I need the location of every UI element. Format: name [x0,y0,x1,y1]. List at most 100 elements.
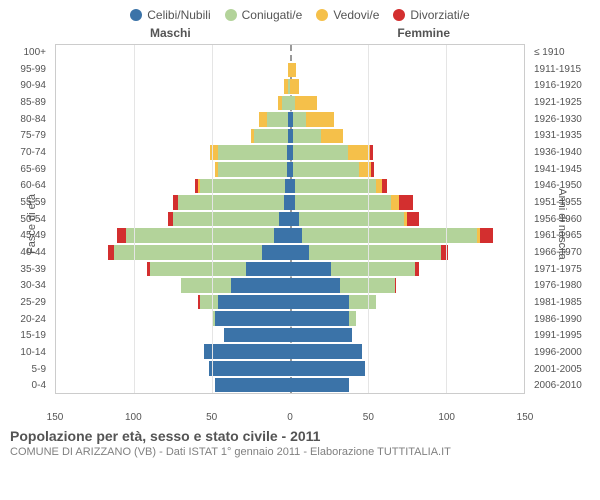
legend-dot [316,9,328,21]
bar-segment [218,295,290,310]
bar-segment [218,145,287,160]
age-label: 95-99 [0,61,50,78]
bar-segment [215,378,290,393]
legend-item: Vedovi/e [316,8,379,22]
bar-segment [382,179,387,194]
bar-male [56,228,290,243]
bar-segment [321,129,343,144]
bar-segment [117,228,126,243]
chart-plot-area [55,44,525,394]
chart-row [56,377,524,394]
age-label: 65-69 [0,161,50,178]
birth-year-label: 1991-1995 [530,327,600,344]
bar-female [290,145,524,160]
chart-row [56,294,524,311]
birth-year-label: 1996-2000 [530,344,600,361]
bar-segment [246,262,290,277]
bar-segment [173,212,279,227]
bar-female [290,212,524,227]
bar-segment [274,228,290,243]
bar-segment [215,311,290,326]
legend-dot [225,9,237,21]
grid-line [212,45,213,393]
bar-segment [290,295,349,310]
age-label: 80-84 [0,111,50,128]
bar-female [290,295,524,310]
age-label: 20-24 [0,311,50,328]
birth-year-label: 1911-1915 [530,61,600,78]
bar-male [56,295,290,310]
bar-female [290,328,524,343]
bar-segment [395,278,397,293]
age-label: 50-54 [0,211,50,228]
birth-year-label: 2006-2010 [530,377,600,394]
bar-segment [290,63,296,78]
bar-segment [349,311,355,326]
bar-male [56,96,290,111]
chart-row [56,261,524,278]
bar-male [56,162,290,177]
birth-year-label: 1921-1925 [530,94,600,111]
bar-male [56,145,290,160]
bar-segment [290,245,309,260]
age-label: 25-29 [0,294,50,311]
chart-row [56,211,524,228]
bar-segment [178,195,284,210]
age-label: 0-4 [0,377,50,394]
chart-rows [56,45,524,393]
bar-female [290,129,524,144]
age-label: 85-89 [0,94,50,111]
x-tick-label: 0 [287,412,293,423]
x-tick-label: 50 [363,412,374,423]
legend-item: Celibi/Nubili [130,8,210,22]
bar-male [56,79,290,94]
chart-row [56,327,524,344]
age-label: 45-49 [0,227,50,244]
female-label: Femmine [397,26,450,40]
bar-segment [293,129,321,144]
birth-year-label: 1951-1955 [530,194,600,211]
bar-female [290,311,524,326]
bar-male [56,328,290,343]
legend-item: Divorziati/e [393,8,469,22]
age-label: 90-94 [0,77,50,94]
bar-segment [293,145,348,160]
bar-male [56,179,290,194]
bar-female [290,278,524,293]
population-pyramid-chart: Maschi Femmine Fasce di età Anni di nasc… [0,24,600,424]
bar-segment [259,112,267,127]
legend-item: Coniugati/e [225,8,303,22]
grid-line [134,45,135,393]
age-label: 60-64 [0,177,50,194]
bar-female [290,378,524,393]
bar-segment [295,96,317,111]
chart-row [56,144,524,161]
bar-male [56,311,290,326]
bar-segment [231,278,290,293]
bar-segment [290,79,299,94]
bar-segment [309,245,442,260]
bar-segment [299,212,404,227]
bar-segment [181,278,231,293]
chart-row [56,194,524,211]
bar-segment [290,212,299,227]
birth-year-label: 1976-1980 [530,277,600,294]
grid-line [368,45,369,393]
bar-segment [126,228,274,243]
bar-segment [150,262,247,277]
bar-segment [407,212,419,227]
chart-footer: Popolazione per età, sesso e stato civil… [0,424,600,458]
age-label: 30-34 [0,277,50,294]
birth-year-label: 1946-1950 [530,177,600,194]
age-label: 70-74 [0,144,50,161]
bar-segment [391,195,399,210]
chart-row [56,161,524,178]
chart-row [56,128,524,145]
bar-segment [349,295,376,310]
birth-year-label: 1916-1920 [530,77,600,94]
bar-male [56,129,290,144]
birth-year-label: 1926-1930 [530,111,600,128]
chart-row [56,78,524,95]
x-tick-label: 50 [206,412,217,423]
bar-female [290,361,524,376]
